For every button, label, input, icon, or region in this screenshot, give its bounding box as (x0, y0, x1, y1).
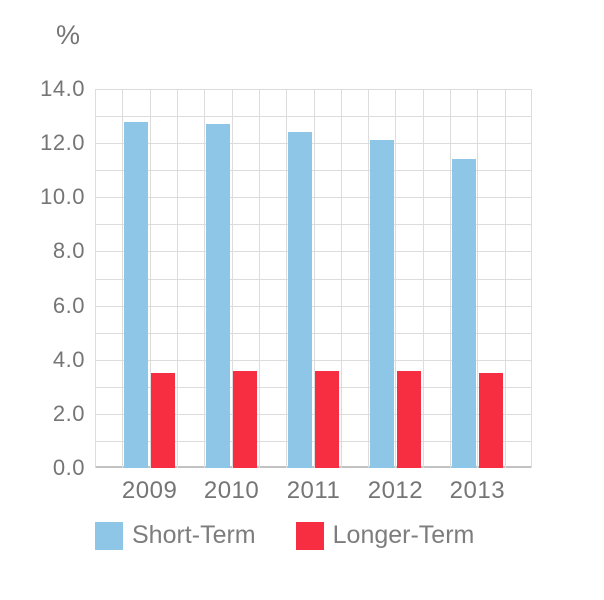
legend-item-longer-term: Longer-Term (295, 521, 475, 550)
y-tick-label: 14.0 (40, 76, 85, 101)
gridline (95, 441, 532, 442)
bar-longer-term-2010 (233, 370, 258, 468)
bar-short-term-2012 (369, 140, 394, 468)
legend-swatch (295, 521, 324, 550)
gridline (232, 89, 233, 468)
gridline (368, 89, 369, 468)
gridline (177, 89, 178, 468)
y-tick-label: 12.0 (40, 130, 85, 156)
x-tick-label: 2012 (367, 477, 424, 504)
gridline (122, 89, 123, 468)
bar-longer-term-2011 (315, 370, 340, 468)
gridline (95, 279, 532, 280)
gridline (95, 89, 96, 468)
x-tick-label: 2011 (286, 477, 341, 504)
y-tick-label: 6.0 (52, 292, 85, 318)
gridline (95, 170, 532, 171)
gridline (95, 360, 532, 361)
gridline (286, 89, 287, 468)
bar-longer-term-2013 (478, 373, 504, 468)
legend-item-short-term: Short-Term (95, 521, 256, 550)
gridline (477, 89, 478, 468)
y-tick-label: 10.0 (40, 184, 85, 210)
bar-short-term-2011 (287, 132, 312, 468)
gridline (95, 143, 532, 144)
gridline (505, 89, 506, 468)
x-axis-line (95, 466, 532, 468)
gridline (95, 387, 532, 388)
gridline (95, 251, 532, 252)
legend-label: Longer-Term (332, 521, 475, 549)
legend-label: Short-Term (132, 521, 256, 549)
gridline (95, 333, 532, 334)
bar-short-term-2010 (205, 124, 231, 468)
bar-short-term-2013 (451, 159, 476, 468)
y-tick-label: 0.0 (52, 455, 85, 480)
gridline (95, 224, 532, 225)
gridline (314, 89, 315, 468)
gridline (95, 197, 532, 198)
bar-longer-term-2009 (151, 373, 176, 468)
x-tick-label: 2010 (203, 477, 260, 504)
y-tick-label: 4.0 (52, 346, 85, 372)
gridline (204, 89, 205, 468)
bar-short-term-2009 (123, 121, 149, 468)
y-axis-unit-label: % (56, 20, 81, 50)
y-tick-label: 2.0 (52, 400, 85, 426)
legend: Short-Term Longer-Term (95, 521, 474, 550)
gridline (259, 89, 260, 468)
gridline (95, 116, 532, 117)
gridline (423, 89, 424, 468)
gridline (95, 306, 532, 307)
gridline (395, 89, 396, 468)
legend-swatch (95, 521, 123, 550)
x-tick-label: 2013 (449, 477, 506, 504)
bar-longer-term-2012 (396, 370, 422, 468)
gridline (150, 89, 151, 468)
gridline (341, 89, 342, 468)
plot-area (95, 89, 532, 468)
x-tick-label: 2009 (121, 477, 178, 504)
gridline (450, 89, 451, 468)
gridline (95, 414, 532, 415)
gridline (95, 89, 532, 90)
y-tick-label: 8.0 (52, 238, 85, 264)
gridline (531, 89, 532, 468)
